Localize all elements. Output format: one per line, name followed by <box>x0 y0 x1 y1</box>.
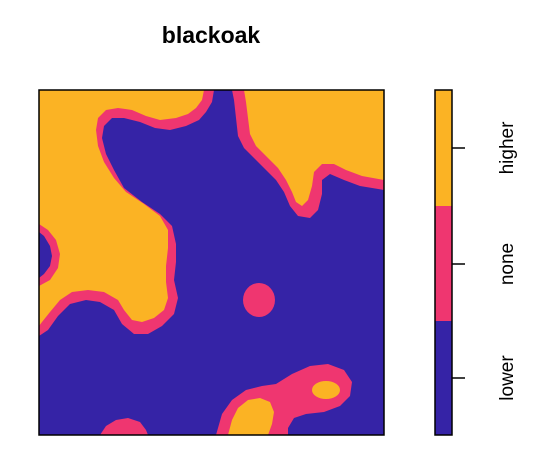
legend: higher none lower <box>435 90 518 435</box>
map-plot-area <box>39 90 384 435</box>
legend-swatch-lower <box>435 321 452 435</box>
legend-swatch-higher <box>435 90 452 206</box>
region-higher-lower-right-oval <box>312 381 340 399</box>
region-none-center-blob <box>243 283 275 317</box>
legend-label-none: none <box>497 243 518 285</box>
legend-swatch-none <box>435 206 452 321</box>
legend-label-higher: higher <box>497 121 518 174</box>
legend-label-lower: lower <box>497 355 518 401</box>
